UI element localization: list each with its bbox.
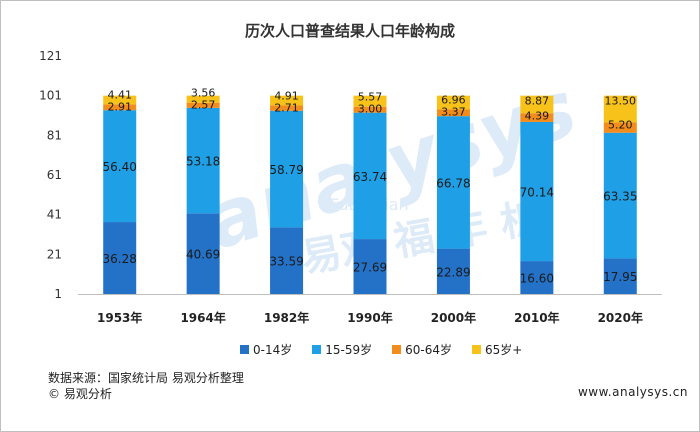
bar-segment: [353, 95, 387, 107]
legend: 0-14岁 15-59岁 60-64岁 65岁+: [240, 341, 522, 358]
data-label: 5.57: [358, 91, 383, 104]
data-label: 8.87: [525, 95, 550, 108]
x-tick-label: 2020年: [598, 310, 643, 325]
data-label: 27.69: [353, 261, 387, 275]
x-tick-label: 2000年: [431, 310, 476, 325]
legend-swatch-65plus: [472, 345, 481, 354]
legend-swatch-15-59: [312, 345, 322, 354]
data-label: 33.59: [269, 255, 303, 269]
bar-segment: [103, 104, 137, 111]
data-label: 70.14: [520, 186, 554, 200]
legend-label: 60-64岁: [405, 343, 452, 357]
data-label: 58.79: [269, 163, 303, 177]
x-tick-label: 1982年: [264, 310, 309, 325]
legend-item: 65岁+: [472, 341, 522, 358]
data-label: 63.74: [353, 170, 387, 184]
data-label: 4.91: [274, 89, 299, 102]
y-tick-label: 101: [39, 89, 62, 103]
data-label: 4.39: [525, 109, 550, 122]
bars: [103, 95, 637, 294]
legend-item: 60-64岁: [392, 341, 452, 358]
bar-segment: [520, 95, 554, 114]
y-tick-label: 41: [47, 208, 62, 222]
legend-label: 65岁+: [485, 343, 523, 357]
bar-segment: [353, 112, 387, 240]
bar-segment: [520, 113, 554, 122]
data-label: 13.50: [605, 95, 637, 108]
bar-segment: [436, 116, 470, 249]
data-label: 2.71: [274, 101, 299, 114]
bar-segment: [103, 222, 137, 294]
copyright: © 易观分析: [48, 387, 112, 401]
bar-segment: [186, 95, 220, 103]
bar-segment: [270, 110, 304, 228]
data-label: 3.56: [191, 87, 216, 100]
data-label: 56.40: [103, 160, 137, 174]
bar-segment: [520, 121, 554, 262]
bar-segment: [436, 248, 470, 294]
chart-title: 历次人口普查结果人口年龄构成: [244, 22, 455, 40]
bar-segment: [603, 122, 637, 133]
legend-swatch-0-14: [240, 345, 249, 354]
y-tick-label: 81: [47, 128, 62, 142]
legend-item: 15-59岁: [312, 341, 372, 358]
bar-segment: [436, 95, 470, 110]
data-label: 4.41: [107, 88, 132, 101]
bar-segment: [186, 102, 220, 108]
data-label: 36.28: [103, 252, 137, 266]
data-label: 5.20: [608, 118, 633, 131]
data-label: 66.78: [436, 176, 470, 190]
data-label: 53.18: [186, 155, 220, 169]
bar-segment: [603, 95, 637, 123]
data-label: 6.96: [441, 93, 466, 106]
bar-segment: [353, 239, 387, 294]
data-label: 17.95: [603, 270, 637, 284]
legend-swatch-60-64: [392, 345, 402, 354]
data-label: 3.00: [358, 103, 383, 116]
x-tick-label: 1990年: [347, 310, 392, 325]
data-label: 2.91: [107, 100, 132, 113]
legend-label: 0-14岁: [253, 343, 293, 357]
website-link[interactable]: www.analysys.cn: [577, 385, 688, 399]
bar-segment: [270, 95, 304, 106]
bar-segment: [186, 107, 220, 214]
legend-label: 15-59岁: [325, 343, 373, 357]
bar-segment: [520, 261, 554, 294]
data-label: 2.57: [191, 99, 216, 112]
data-label: 63.35: [603, 190, 637, 204]
value-labels: 36.28 56.40 2.914.41 40.69 53.18 2.573.56 33.5…: [103, 87, 638, 286]
x-tick-label: 1953年: [97, 310, 142, 325]
bar-segment: [186, 213, 220, 294]
data-source: 数据来源：国家统计局 易观分析整理: [48, 371, 244, 385]
bar-segment: [603, 258, 637, 294]
data-label: 3.37: [441, 105, 466, 118]
bar-segment: [270, 227, 304, 294]
bar-segment: [103, 110, 137, 223]
legend-item: 0-14岁: [240, 341, 292, 358]
y-tick-label: 21: [47, 247, 62, 261]
data-label: 22.89: [436, 265, 470, 279]
data-label: 16.60: [520, 272, 554, 286]
data-label: 40.69: [186, 248, 220, 262]
bar-segment: [103, 95, 137, 105]
bar-segment: [436, 109, 470, 117]
bar-segment: [270, 105, 304, 111]
bar-segment: [353, 106, 387, 113]
x-tick-label: 1964年: [180, 310, 225, 325]
y-tick-label: 121: [39, 49, 62, 63]
bar-segment: [603, 132, 637, 259]
y-tick-label: 1: [54, 287, 62, 301]
x-tick-label: 2010年: [514, 310, 559, 325]
y-tick-label: 61: [47, 168, 62, 182]
